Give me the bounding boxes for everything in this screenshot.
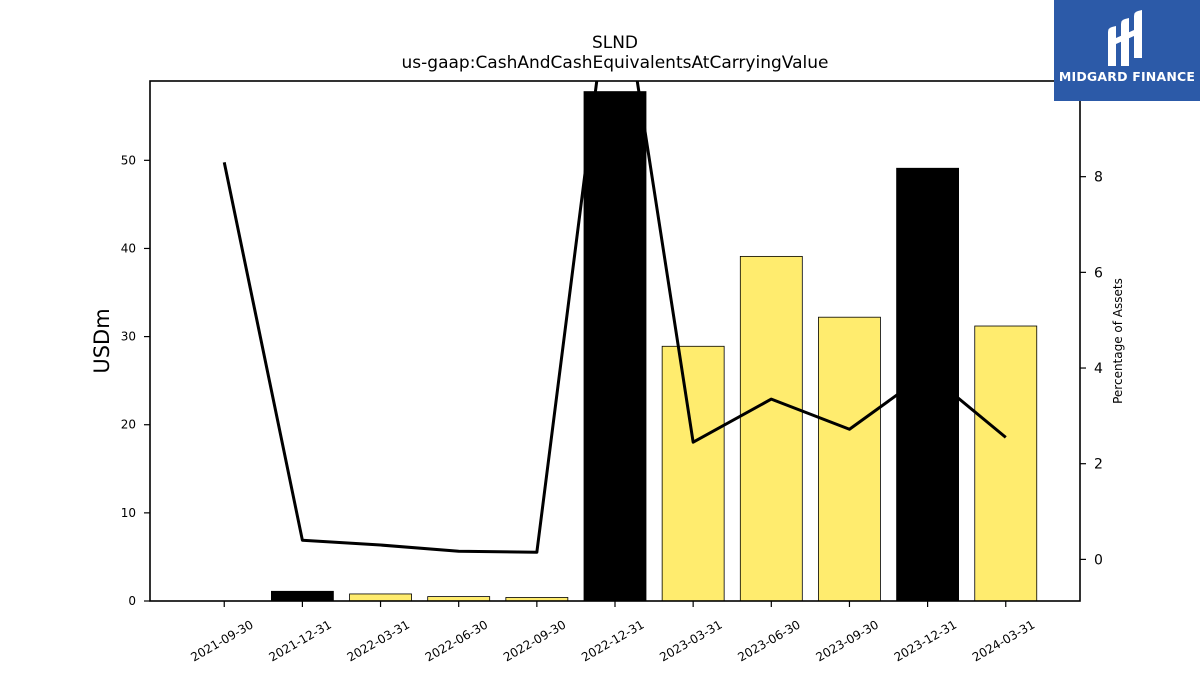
y-tick-label: 40 bbox=[121, 241, 136, 255]
chart-subtitle: us-gaap:CashAndCashEquivalentsAtCarrying… bbox=[401, 53, 829, 73]
y2-tick-label: 2 bbox=[1094, 457, 1103, 473]
y-tick-label: 20 bbox=[121, 418, 136, 432]
bar-2022-12-31 bbox=[583, 91, 647, 602]
logo-text: MIDGARD FINANCE bbox=[1058, 69, 1196, 84]
y2-tick-label: 4 bbox=[1094, 361, 1103, 377]
bar-2023-12-31 bbox=[896, 167, 960, 602]
y-tick-label: 10 bbox=[121, 506, 136, 520]
x-tick-label: 2022-03-31 bbox=[345, 617, 412, 664]
y-tick-label: 50 bbox=[121, 153, 136, 167]
x-tick-label: 2022-12-31 bbox=[579, 617, 646, 664]
logo-mark-icon bbox=[1108, 10, 1142, 66]
brand-logo: MIDGARD FINANCE bbox=[1054, 0, 1200, 101]
y-tick-label: 30 bbox=[121, 330, 136, 344]
x-tick-label: 2023-12-31 bbox=[892, 617, 959, 664]
chart-title: SLND bbox=[591, 33, 639, 53]
x-tick-label: 2023-03-31 bbox=[657, 617, 724, 664]
bar-2023-09-30 bbox=[818, 316, 881, 602]
bar-2023-03-31 bbox=[661, 345, 725, 602]
bar-2022-03-31 bbox=[349, 593, 412, 602]
x-tick-label: 2022-09-30 bbox=[501, 617, 568, 664]
percentage-line bbox=[222, 81, 1007, 554]
bar-2021-12-31 bbox=[270, 590, 334, 602]
x-tick-label: 2023-09-30 bbox=[814, 617, 881, 664]
bar-2024-03-31 bbox=[974, 325, 1038, 602]
y2-tick-label: 6 bbox=[1094, 265, 1103, 281]
y-tick-label: 0 bbox=[128, 594, 136, 608]
y-axis-label: USDm bbox=[90, 308, 114, 373]
x-tick-label: 2021-12-31 bbox=[266, 617, 333, 664]
y2-axis-label: Percentage of Assets bbox=[1111, 278, 1125, 404]
x-tick-label: 2022-06-30 bbox=[423, 617, 490, 664]
y2-tick-label: 8 bbox=[1094, 170, 1103, 186]
x-tick-label: 2021-09-30 bbox=[188, 617, 255, 664]
x-tick-label: 2024-03-31 bbox=[970, 617, 1037, 664]
bar-2023-06-30 bbox=[739, 255, 803, 602]
x-tick-label: 2023-06-30 bbox=[735, 617, 802, 664]
y2-tick-label: 0 bbox=[1094, 552, 1103, 568]
